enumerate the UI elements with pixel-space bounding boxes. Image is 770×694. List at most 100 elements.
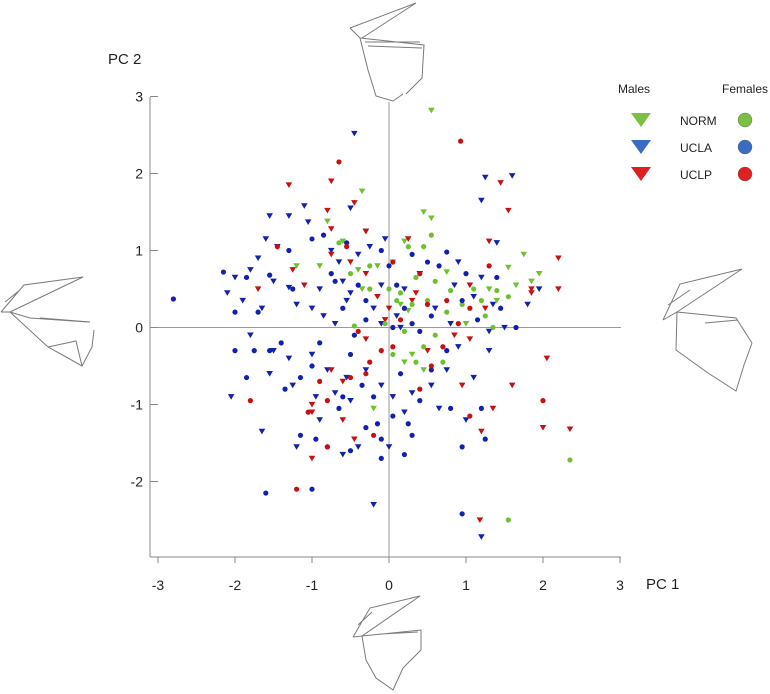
data-point-norm-female [401, 328, 407, 334]
shape-outline-bottom [352, 595, 422, 691]
data-point-ucla-female [428, 367, 434, 373]
data-point-ucla-female [309, 236, 315, 242]
shape-outline-top [349, 2, 425, 102]
data-point-ucla-female [255, 309, 261, 315]
data-point-ucla-female [363, 297, 369, 304]
data-point-ucla-male [285, 355, 293, 362]
scatter-points [170, 107, 574, 540]
data-point-ucla-male [478, 274, 485, 281]
data-point-uclp-female [467, 413, 473, 419]
data-point-ucla-female [347, 448, 354, 454]
data-point-ucla-male [447, 321, 454, 327]
y-tick-label: 1 [135, 243, 143, 259]
data-point-ucla-male [370, 501, 377, 508]
data-point-ucla-male [320, 313, 327, 319]
data-point-ucla-male [343, 297, 350, 304]
data-point-uclp-male [466, 336, 474, 343]
data-point-uclp-female [355, 328, 361, 334]
legend-rows: NORM UCLA UCLP [631, 112, 753, 182]
data-point-ucla-male [455, 344, 462, 350]
data-point-ucla-female [390, 413, 396, 419]
data-point-ucla-male [312, 394, 320, 400]
data-point-norm-male [528, 278, 535, 285]
data-point-ucla-male [285, 284, 293, 291]
data-point-ucla-male [293, 301, 300, 308]
data-point-ucla-female [390, 324, 396, 331]
data-point-ucla-female [243, 274, 250, 281]
data-point-uclp-male [347, 259, 354, 266]
data-point-ucla-female [378, 247, 384, 254]
data-point-uclp-male [362, 270, 370, 277]
tick-labels: -3 -2 -1 0 1 2 3 -2 -1 0 1 2 3 [131, 89, 625, 594]
data-point-uclp-female [324, 444, 330, 450]
data-point-norm-female [490, 324, 496, 331]
data-point-norm-female [424, 297, 431, 304]
x-tick-label: -3 [152, 577, 165, 593]
data-point-ucla-male [347, 290, 354, 296]
data-point-norm-female [494, 287, 500, 294]
data-point-ucla-female [482, 436, 488, 442]
data-point-norm-female [397, 290, 404, 296]
data-point-ucla-female [320, 232, 327, 238]
data-point-uclp-female [274, 244, 280, 250]
data-point-norm-female [367, 263, 373, 269]
data-point-ucla-male [524, 301, 531, 308]
data-point-ucla-male [335, 259, 343, 266]
data-point-norm-female [390, 351, 396, 358]
data-point-ucla-male [508, 173, 516, 179]
data-point-uclp-female [458, 138, 464, 144]
data-point-norm-female [347, 271, 354, 277]
data-point-uclp-female [324, 398, 330, 404]
data-point-ucla-female [498, 305, 504, 311]
data-point-ucla-female [317, 340, 323, 346]
data-point-ucla-male [316, 417, 323, 423]
data-point-ucla-female [336, 405, 342, 411]
data-point-norm-male [316, 263, 323, 269]
data-point-ucla-female [267, 348, 273, 354]
data-point-uclp-male [408, 297, 416, 304]
data-point-ucla-male [266, 371, 273, 377]
data-point-ucla-male [258, 305, 266, 312]
data-point-ucla-male [327, 247, 335, 254]
data-point-uclp-male [497, 180, 504, 186]
data-point-uclp-female [428, 363, 434, 369]
data-point-norm-female [444, 309, 450, 315]
data-point-uclp-male [505, 207, 512, 214]
data-point-norm-male [374, 263, 381, 269]
data-point-norm-female [386, 286, 392, 292]
data-point-uclp-male [458, 382, 466, 389]
data-point-ucla-female [243, 374, 250, 381]
data-point-ucla-female [474, 317, 481, 323]
y-axis-title: PC 2 [108, 51, 141, 68]
data-point-norm-male [401, 359, 408, 366]
data-point-ucla-male [331, 321, 339, 327]
data-point-ucla-male [470, 294, 477, 300]
data-point-ucla-male [535, 286, 543, 292]
data-point-uclp-female [378, 348, 384, 354]
data-point-ucla-female [220, 269, 227, 275]
data-point-uclp-male [301, 282, 308, 289]
data-point-ucla-female [459, 444, 465, 450]
data-point-uclp-male [489, 405, 497, 412]
data-point-ucla-female [459, 297, 465, 304]
data-point-norm-female [482, 313, 488, 319]
data-point-norm-male [324, 218, 331, 225]
data-point-uclp-male [404, 236, 412, 242]
data-point-norm-male [485, 286, 493, 292]
data-point-ucla-male [462, 417, 470, 423]
data-point-uclp-female [467, 305, 473, 311]
data-point-ucla-female [286, 247, 292, 254]
data-point-norm-male [397, 301, 404, 308]
data-point-ucla-male [478, 197, 485, 204]
data-point-ucla-female [290, 286, 296, 292]
data-point-ucla-male [451, 282, 458, 289]
x-tick-label: 0 [385, 577, 393, 593]
data-point-ucla-male [266, 213, 273, 219]
tick-marks [150, 96, 621, 563]
data-point-uclp-male [508, 382, 516, 389]
data-point-ucla-female [347, 351, 354, 358]
data-point-ucla-male [431, 305, 439, 312]
data-point-uclp-male [285, 182, 293, 189]
data-point-uclp-male [362, 336, 370, 343]
